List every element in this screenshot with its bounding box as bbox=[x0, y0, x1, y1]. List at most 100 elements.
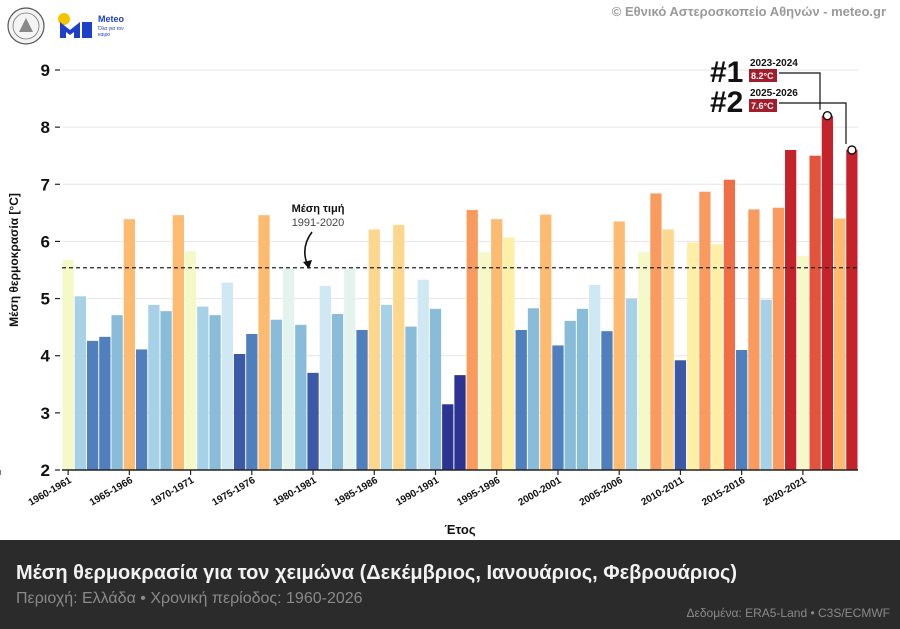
rank-leader-line bbox=[779, 72, 821, 110]
rank-value-badge bbox=[749, 99, 777, 112]
x-tick-label: 1995-1996 bbox=[455, 475, 502, 509]
bar bbox=[613, 221, 625, 470]
x-tick-label: 2010-2011 bbox=[639, 475, 686, 508]
y-tick-label: 6 bbox=[41, 232, 50, 251]
bar bbox=[368, 229, 380, 470]
bar bbox=[148, 304, 160, 470]
bar bbox=[809, 155, 821, 470]
bar bbox=[111, 315, 123, 470]
bar bbox=[576, 308, 589, 470]
y-tick-label: 8 bbox=[41, 118, 50, 137]
bar bbox=[99, 336, 111, 470]
top-bar: Meteo Όλα για τον καιρό © Εθνικό Αστεροσ… bbox=[0, 0, 900, 48]
observatory-seal-logo bbox=[7, 7, 45, 45]
bar bbox=[846, 150, 858, 470]
bar bbox=[687, 242, 699, 470]
y-tick-label: 4 bbox=[41, 347, 51, 366]
rank-marker bbox=[822, 111, 833, 121]
bar bbox=[270, 319, 282, 470]
bar bbox=[785, 150, 797, 470]
y-axis-label: Μέση θερμοκρασία [°C] bbox=[7, 193, 21, 327]
bar bbox=[442, 404, 454, 470]
bar bbox=[662, 229, 674, 470]
bar bbox=[86, 340, 99, 470]
bar bbox=[454, 375, 466, 470]
rank-label: #1 bbox=[710, 56, 743, 89]
x-tick-label: 2000-2001 bbox=[517, 475, 564, 509]
caption-title: Μέση θερμοκρασία για τον χειμώνα (Δεκέμβ… bbox=[16, 562, 738, 584]
meteo-tagline: Όλα για τον καιρό bbox=[98, 26, 124, 38]
bar bbox=[711, 244, 723, 470]
bar bbox=[491, 219, 503, 470]
bar bbox=[540, 214, 552, 470]
bar bbox=[699, 191, 711, 470]
y-tick-label: 2 bbox=[41, 461, 50, 480]
bar bbox=[503, 237, 515, 470]
bar bbox=[344, 268, 356, 470]
bar bbox=[625, 298, 638, 470]
bar bbox=[221, 282, 233, 470]
mean-label: Μέση τιμή bbox=[292, 203, 345, 215]
y-tick-label: 9 bbox=[41, 61, 50, 80]
y-tick-label: 5 bbox=[41, 290, 50, 309]
x-tick-label: 1980-1981 bbox=[272, 475, 319, 509]
mean-arrow-head bbox=[303, 260, 312, 269]
x-axis-label: Έτος bbox=[444, 522, 475, 537]
bar bbox=[601, 331, 613, 470]
bar bbox=[723, 179, 736, 470]
caption-subtitle: Περιοχή: Ελλάδα • Χρονική περίοδος: 1960… bbox=[16, 590, 363, 607]
bar bbox=[233, 354, 246, 470]
bar bbox=[564, 320, 576, 470]
bar bbox=[748, 209, 760, 470]
rank-label: #2 bbox=[710, 86, 743, 119]
x-tick-label: 1975-1976 bbox=[210, 475, 257, 509]
x-tick-label: 1970-1971 bbox=[149, 475, 196, 509]
y-tick-label: 7 bbox=[41, 175, 50, 194]
data-source: Δεδομένα: ERA5-Land • C3S/ECMWF bbox=[686, 606, 891, 620]
bar bbox=[797, 255, 809, 470]
bar bbox=[405, 326, 417, 470]
bar bbox=[552, 345, 564, 470]
bar bbox=[295, 324, 307, 470]
bar bbox=[760, 299, 772, 470]
bar bbox=[417, 279, 429, 470]
bar bbox=[331, 314, 344, 470]
x-tick-label: 1965-1966 bbox=[88, 475, 135, 509]
bar bbox=[319, 286, 331, 470]
rank-season: 2025-2026 bbox=[750, 88, 798, 99]
bar bbox=[356, 330, 368, 470]
bar bbox=[160, 311, 172, 470]
bar bbox=[674, 360, 687, 470]
bar bbox=[74, 296, 87, 470]
bar bbox=[393, 224, 405, 470]
bar bbox=[307, 372, 319, 470]
bar bbox=[589, 284, 601, 470]
bar bbox=[429, 308, 442, 470]
bar bbox=[650, 193, 662, 470]
bar bbox=[515, 330, 527, 470]
bar bbox=[172, 215, 184, 470]
bar bbox=[62, 259, 74, 470]
bar bbox=[135, 349, 148, 470]
bar bbox=[184, 251, 197, 470]
meteo-brand: Meteo bbox=[98, 14, 125, 24]
mean-period: 1991-2020 bbox=[292, 217, 345, 229]
bar bbox=[246, 334, 258, 470]
rank-value: 7.6°C bbox=[751, 101, 774, 111]
rank-marker bbox=[847, 145, 857, 155]
bar bbox=[527, 308, 540, 470]
rank-season: 2023-2024 bbox=[750, 58, 798, 69]
x-tick-label: 2015-2016 bbox=[700, 475, 747, 509]
y-tick-label: 3 bbox=[41, 404, 50, 423]
bar bbox=[282, 268, 295, 470]
bar bbox=[736, 350, 748, 470]
meteo-logo bbox=[58, 13, 92, 38]
credit-text: © Εθνικό Αστεροσκοπείο Αθηνών - meteo.gr bbox=[611, 4, 886, 19]
bar bbox=[123, 219, 135, 470]
bar bbox=[772, 207, 785, 470]
bar bbox=[478, 252, 491, 470]
bar bbox=[380, 304, 393, 470]
bar bbox=[466, 210, 478, 470]
bar bbox=[197, 306, 209, 470]
x-tick-label: 2020-2021 bbox=[761, 475, 808, 509]
